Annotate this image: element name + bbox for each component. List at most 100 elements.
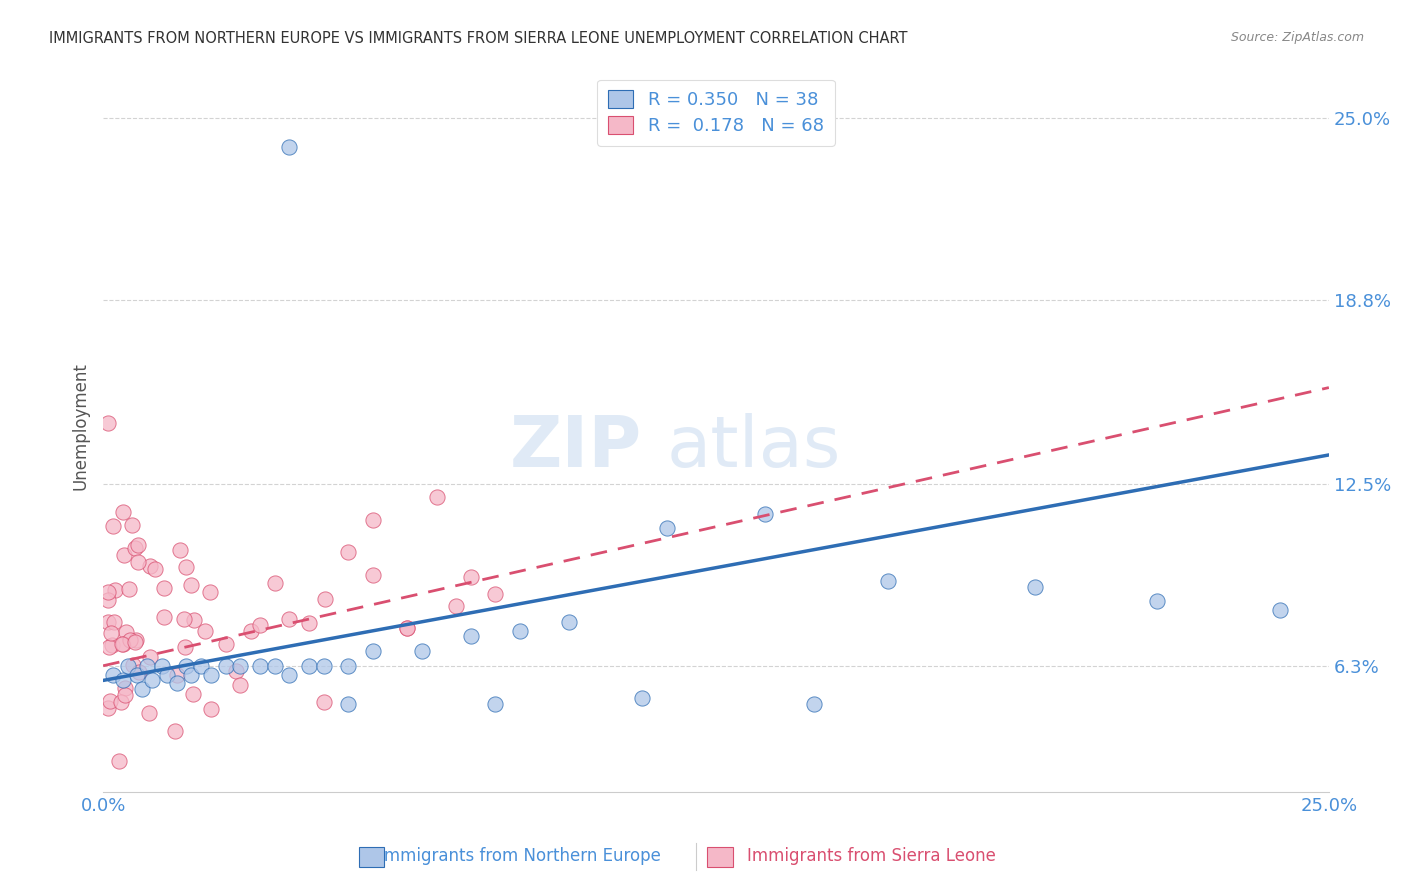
- Text: Immigrants from Sierra Leone: Immigrants from Sierra Leone: [747, 847, 997, 864]
- Point: [114, 681, 136, 695]
- Point: [165, 723, 187, 738]
- Point: [1024, 580, 1046, 594]
- Point: [97, 416, 120, 430]
- Point: [138, 558, 160, 573]
- Point: [166, 667, 188, 681]
- Point: [111, 637, 134, 651]
- Point: [111, 637, 134, 651]
- Point: [314, 591, 336, 606]
- Point: [174, 560, 197, 574]
- Point: [127, 555, 149, 569]
- Point: [101, 667, 124, 681]
- Point: [176, 658, 198, 673]
- Legend: R = 0.350   N = 38, R =  0.178   N = 68: R = 0.350 N = 38, R = 0.178 N = 68: [598, 79, 835, 146]
- Point: [111, 673, 134, 688]
- Point: [127, 538, 149, 552]
- Point: [263, 658, 285, 673]
- Point: [173, 612, 195, 626]
- Point: [138, 706, 160, 720]
- Point: [460, 570, 482, 584]
- Point: [484, 697, 506, 711]
- Point: [174, 640, 197, 654]
- Point: [108, 754, 131, 768]
- Point: [396, 621, 419, 635]
- Point: [1268, 603, 1291, 617]
- Point: [337, 697, 360, 711]
- Point: [136, 658, 159, 673]
- Point: [97, 701, 120, 715]
- Point: [101, 638, 124, 652]
- Point: [166, 676, 188, 690]
- Point: [103, 615, 125, 629]
- Point: [121, 518, 143, 533]
- Point: [112, 505, 135, 519]
- Point: [180, 578, 202, 592]
- Point: [98, 694, 121, 708]
- Point: [118, 582, 141, 596]
- Point: [263, 576, 285, 591]
- Point: [298, 658, 321, 673]
- Point: [198, 585, 221, 599]
- Point: [156, 667, 179, 681]
- Point: [631, 691, 654, 706]
- Text: Source: ZipAtlas.com: Source: ZipAtlas.com: [1230, 31, 1364, 45]
- Point: [249, 617, 271, 632]
- Point: [215, 637, 238, 651]
- Point: [180, 667, 202, 681]
- Text: IMMIGRANTS FROM NORTHERN EUROPE VS IMMIGRANTS FROM SIERRA LEONE UNEMPLOYMENT COR: IMMIGRANTS FROM NORTHERN EUROPE VS IMMIG…: [49, 31, 908, 46]
- Point: [103, 582, 125, 597]
- Point: [183, 613, 205, 627]
- Point: [484, 587, 506, 601]
- Point: [215, 658, 238, 673]
- Point: [396, 621, 419, 635]
- Point: [361, 513, 384, 527]
- Point: [118, 633, 141, 648]
- Point: [101, 519, 124, 533]
- Point: [181, 687, 204, 701]
- Point: [112, 548, 135, 562]
- Point: [425, 490, 447, 504]
- Point: [655, 521, 678, 535]
- Point: [460, 630, 482, 644]
- Point: [754, 507, 776, 521]
- Point: [803, 697, 825, 711]
- Point: [411, 644, 433, 658]
- Point: [190, 658, 212, 673]
- Point: [298, 615, 321, 630]
- Point: [97, 592, 120, 607]
- Point: [194, 624, 217, 639]
- Point: [131, 682, 153, 697]
- Point: [124, 541, 146, 555]
- Point: [138, 649, 160, 664]
- Point: [229, 678, 252, 692]
- Point: [152, 582, 174, 596]
- Y-axis label: Unemployment: Unemployment: [72, 362, 89, 490]
- Point: [97, 615, 120, 629]
- Text: Immigrants from Northern Europe: Immigrants from Northern Europe: [380, 847, 661, 864]
- Point: [115, 625, 138, 640]
- Point: [229, 658, 252, 673]
- Point: [97, 640, 120, 654]
- Point: [145, 562, 167, 576]
- Point: [278, 667, 301, 681]
- Point: [249, 658, 271, 673]
- Point: [124, 635, 146, 649]
- Point: [122, 657, 145, 672]
- Point: [558, 615, 581, 629]
- Point: [876, 574, 898, 588]
- Point: [200, 701, 222, 715]
- Point: [278, 611, 301, 625]
- Point: [337, 658, 360, 673]
- Point: [114, 688, 136, 702]
- Point: [361, 567, 384, 582]
- Point: [240, 624, 263, 639]
- Point: [444, 599, 467, 613]
- Point: [312, 695, 335, 709]
- Point: [127, 667, 149, 681]
- Point: [128, 665, 150, 680]
- Text: ZIP: ZIP: [510, 413, 643, 482]
- Point: [150, 658, 173, 673]
- Point: [1146, 594, 1168, 608]
- Point: [169, 542, 191, 557]
- Point: [110, 695, 132, 709]
